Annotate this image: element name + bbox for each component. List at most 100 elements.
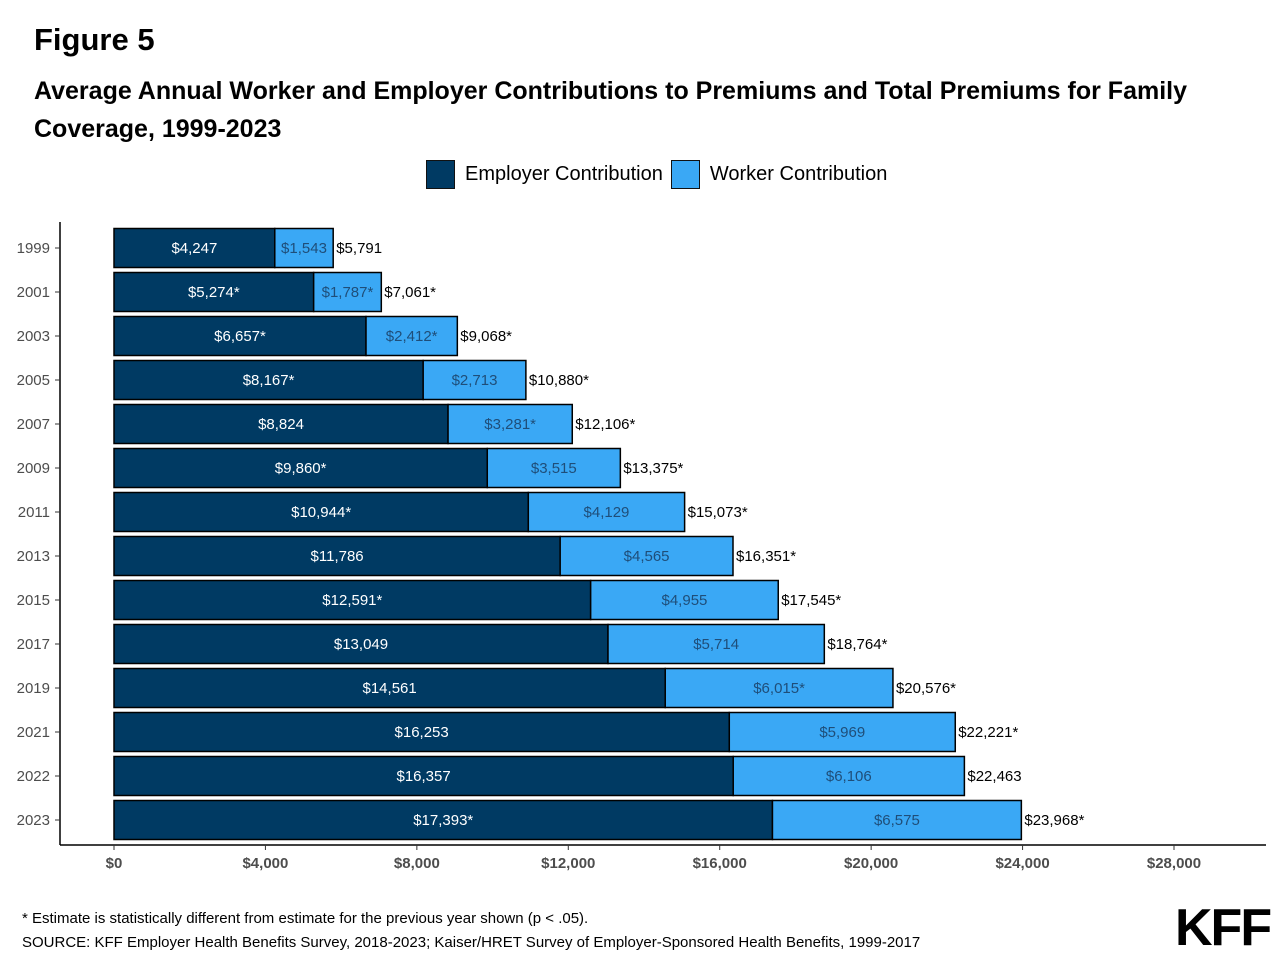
x-tick-label: $4,000 [242, 855, 288, 872]
legend-label-employer: Employer Contribution [465, 162, 663, 185]
bar-worker [607, 623, 826, 665]
data-label-employer: $6,657* [214, 328, 266, 345]
bar-employer [113, 755, 734, 797]
data-label-worker: $6,106 [826, 768, 872, 785]
data-label-total: $18,764* [827, 636, 887, 653]
y-tick-label: 2009 [17, 460, 50, 477]
bar-worker [527, 491, 686, 533]
y-tick-label: 2015 [17, 592, 50, 609]
bar-employer [113, 359, 424, 401]
bar-worker [486, 447, 622, 489]
bar-worker [732, 755, 966, 797]
data-label-employer: $12,591* [322, 592, 382, 609]
bar-employer [113, 799, 774, 841]
bar-employer [113, 667, 666, 709]
y-tick-label: 2003 [17, 328, 50, 345]
x-tick-label: $24,000 [995, 855, 1049, 872]
data-label-employer: $16,253 [395, 724, 449, 741]
data-label-total: $23,968* [1024, 812, 1084, 829]
bar-worker [771, 799, 1023, 841]
data-label-employer: $4,247 [171, 240, 217, 257]
data-label-employer: $11,786 [311, 548, 364, 565]
data-label-employer: $16,357 [396, 768, 450, 785]
bar-employer [113, 315, 367, 357]
data-label-worker: $5,969 [819, 724, 865, 741]
footnote: * Estimate is statistically different fr… [22, 910, 589, 927]
data-label-worker: $5,714 [693, 636, 739, 653]
x-tick-label: $16,000 [693, 855, 747, 872]
x-tick-label: $28,000 [1147, 855, 1201, 872]
data-label-total: $9,068* [460, 328, 512, 345]
bar-worker [422, 359, 527, 401]
bar-worker [728, 711, 957, 753]
data-label-employer: $8,167* [243, 372, 295, 389]
data-label-worker: $2,412* [386, 328, 438, 345]
kff-logo: KFF [1175, 899, 1272, 957]
figure-label: Figure 5 [34, 22, 155, 57]
data-label-worker: $2,713 [452, 372, 498, 389]
y-tick-label: 2013 [17, 548, 50, 565]
data-label-worker: $6,015* [753, 680, 805, 697]
source-note: SOURCE: KFF Employer Health Benefits Sur… [22, 934, 921, 951]
data-label-total: $17,545* [781, 592, 841, 609]
data-label-total: $5,791 [336, 240, 382, 257]
x-tick-label: $20,000 [844, 855, 898, 872]
bar-employer [113, 579, 592, 621]
y-tick-label: 2001 [17, 284, 50, 301]
legend-item-worker: Worker Contribution [670, 159, 888, 189]
data-label-employer: $14,561 [363, 680, 417, 697]
data-label-employer: $13,049 [334, 636, 388, 653]
y-tick-label: 2023 [17, 812, 50, 829]
data-label-worker: $4,955 [662, 592, 708, 609]
data-label-employer: $17,393* [413, 812, 473, 829]
stacked-bar-chart: $0 $4,000 $8,000 $12,000 $16,000 $20,000 $24,0… [17, 222, 1266, 872]
bar-employer [113, 403, 449, 445]
data-label-total: $20,576* [896, 680, 956, 697]
x-tick-label: $0 [106, 855, 123, 872]
bar-employer [113, 227, 276, 269]
x-tick-label: $8,000 [394, 855, 440, 872]
bar-worker [559, 535, 734, 577]
data-label-total: $15,073* [688, 504, 748, 521]
legend-item-employer: Employer Contribution [426, 159, 663, 189]
chart-legend: Employer Contribution Worker Contributio… [426, 158, 895, 190]
y-tick-label: 1999 [17, 240, 50, 257]
bar-employer [113, 271, 315, 313]
data-label-worker: $4,565 [624, 548, 670, 565]
legend-swatch-worker [670, 159, 700, 189]
data-label-worker: $3,281* [484, 416, 536, 433]
data-label-total: $7,061* [384, 284, 436, 301]
data-label-total: $22,463 [967, 768, 1021, 785]
bar-worker [447, 403, 574, 445]
data-label-worker: $6,575 [874, 812, 920, 829]
x-tick-label: $12,000 [541, 855, 595, 872]
bar-worker [589, 579, 779, 621]
data-label-worker: $1,543 [281, 240, 327, 257]
bar-worker [365, 315, 459, 357]
bar-worker [274, 227, 334, 269]
y-tick-label: 2022 [17, 768, 50, 785]
y-tick-label: 2017 [17, 636, 50, 653]
data-label-worker: $4,129 [584, 504, 630, 521]
bar-worker [312, 271, 383, 313]
data-label-total: $10,880* [529, 372, 589, 389]
y-tick-label: 2021 [17, 724, 50, 741]
legend-swatch-employer [426, 159, 455, 189]
data-label-worker: $1,787* [322, 284, 374, 301]
data-label-worker: $3,515 [531, 460, 577, 477]
y-tick-label: 2019 [17, 680, 50, 697]
chart-title: Average Annual Worker and Employer Contr… [34, 77, 1187, 143]
data-label-total: $12,106* [575, 416, 635, 433]
bar-worker [664, 667, 894, 709]
y-tick-label: 2005 [17, 372, 50, 389]
data-label-employer: $5,274* [188, 284, 240, 301]
data-label-total: $22,221* [958, 724, 1018, 741]
bar-employer [113, 447, 489, 489]
data-label-employer: $8,824 [258, 416, 304, 433]
legend-label-worker: Worker Contribution [709, 162, 888, 185]
bar-employer [113, 711, 731, 753]
data-label-total: $16,351* [736, 548, 796, 565]
y-tick-label: 2007 [17, 416, 50, 433]
data-label-total: $13,375* [623, 460, 683, 477]
data-label-employer: $10,944* [291, 504, 351, 521]
